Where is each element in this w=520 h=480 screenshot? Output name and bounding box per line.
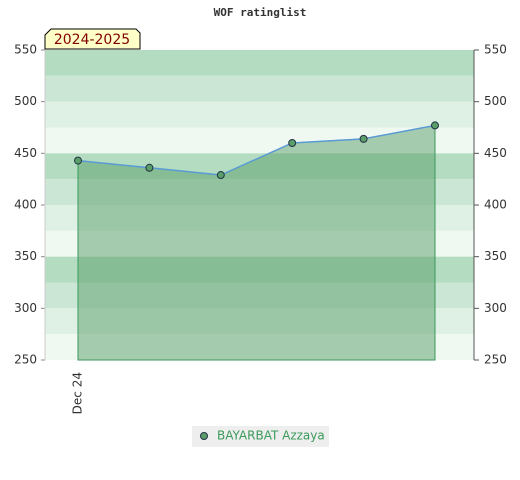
y2-tick-label: 550 bbox=[484, 43, 507, 57]
y-tick-label: 450 bbox=[14, 146, 37, 160]
legend-box bbox=[192, 426, 329, 447]
y-tick-label: 500 bbox=[14, 94, 37, 108]
y-tick-label: 300 bbox=[14, 301, 37, 315]
background-band bbox=[45, 75, 474, 102]
point bbox=[288, 139, 297, 147]
point bbox=[145, 163, 154, 172]
x-tick-label: Dec 24 bbox=[71, 372, 85, 414]
point bbox=[431, 121, 439, 130]
y2-tick-label: 350 bbox=[484, 249, 507, 263]
annotation-box bbox=[44, 28, 141, 50]
annotation-text: 2024-2025 bbox=[54, 32, 130, 48]
y2-tick-label: 400 bbox=[484, 198, 507, 212]
line bbox=[77, 124, 436, 176]
background-band bbox=[45, 50, 474, 76]
y-tick-label: 550 bbox=[14, 43, 37, 57]
chart-title: WOF ratinglist bbox=[214, 6, 307, 19]
y-tick-label: 400 bbox=[14, 198, 37, 212]
y2-tick-label: 250 bbox=[484, 353, 507, 367]
y2-tick-label: 450 bbox=[484, 146, 507, 160]
annotation: 2024-2025 bbox=[44, 28, 141, 50]
y2-tick-label: 500 bbox=[484, 94, 507, 108]
point bbox=[216, 171, 225, 180]
y-tick-label: 250 bbox=[14, 353, 37, 367]
legend-label: BAYARBAT Azzaya bbox=[217, 429, 325, 443]
background-band bbox=[45, 101, 474, 128]
y-tick-label: 350 bbox=[14, 249, 37, 263]
legend-marker bbox=[200, 432, 208, 440]
y2-tick-label: 300 bbox=[484, 301, 507, 315]
point bbox=[74, 156, 82, 165]
point bbox=[359, 134, 368, 143]
